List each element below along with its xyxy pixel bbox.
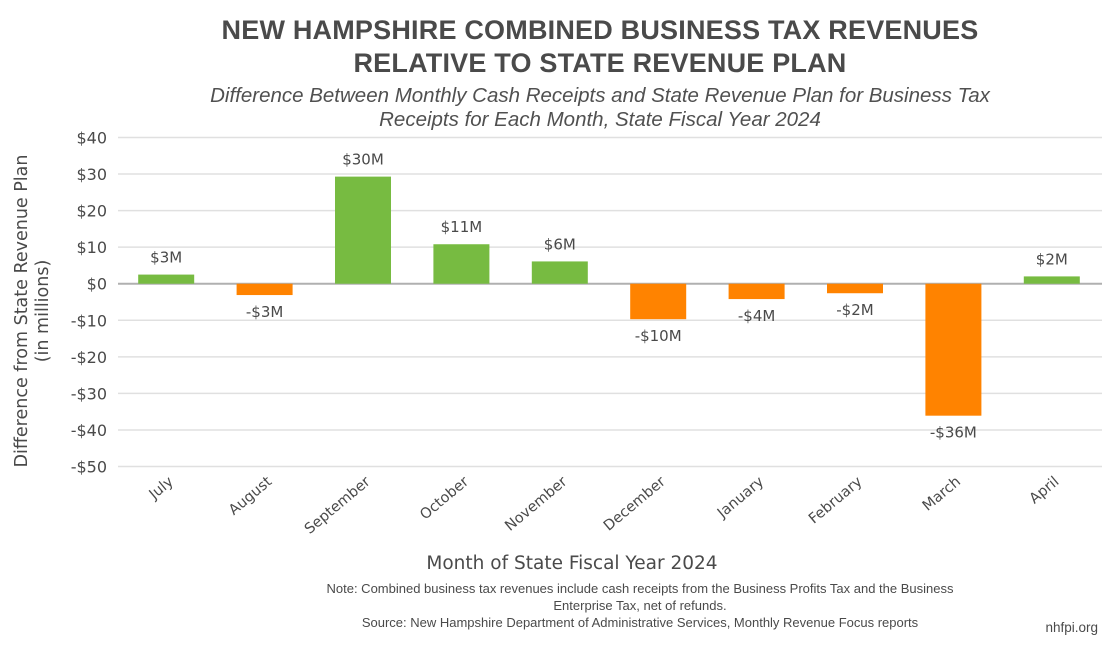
x-tick-label: November	[502, 474, 570, 535]
data-label: -$36M	[930, 424, 977, 442]
data-labels: $3M -$3M $30M $11M $6M -$10M -$4M -$2M -$36M $2M	[150, 151, 1068, 442]
y-tick-label: -$30	[71, 384, 107, 403]
y-tick-label: $40	[76, 129, 107, 148]
y-tick-label: -$10	[71, 311, 107, 330]
y-tick-label: -$40	[71, 421, 107, 440]
note-line: Note: Combined business tax revenues inc…	[326, 581, 954, 596]
data-label: $2M	[1036, 250, 1068, 268]
chart-subtitle: Difference Between Monthly Cash Receipts…	[0, 84, 1114, 132]
bar-january	[728, 283, 785, 300]
bar-december	[630, 283, 687, 320]
bar-april	[1023, 276, 1080, 284]
x-tick-label: December	[601, 474, 669, 535]
bar-february	[827, 283, 883, 294]
x-axis-ticks: July August September October November Decemb…	[146, 474, 1063, 538]
bar-march	[925, 283, 982, 416]
data-label: -$2M	[836, 301, 873, 319]
chart-title-line: NEW HAMPSHIRE COMBINED BUSINESS TAX REVE…	[221, 15, 979, 45]
x-tick-label: April	[1027, 474, 1063, 508]
data-label: $30M	[342, 151, 384, 169]
y-tick-label: $0	[87, 275, 107, 294]
data-label: -$4M	[738, 307, 775, 325]
data-label: -$3M	[246, 303, 283, 321]
y-tick-label: -$50	[71, 458, 107, 477]
bar-july	[138, 274, 195, 284]
chart-subtitle-line: Receipts for Each Month, State Fiscal Ye…	[379, 108, 821, 131]
y-axis-ticks: $40 $30 $20 $10 $0 -$10 -$20 -$30 -$40 -$50	[71, 129, 107, 477]
x-tick-label: September	[302, 474, 374, 538]
y-tick-label: -$20	[71, 348, 107, 367]
x-tick-label: August	[226, 474, 275, 519]
bar-august	[236, 283, 293, 296]
y-axis-title-units: (in millions)	[33, 260, 53, 363]
y-tick-label: $20	[76, 202, 107, 221]
bar-october	[433, 244, 490, 284]
note-line: Enterprise Tax, net of refunds.	[553, 598, 727, 613]
x-tick-label: July	[146, 474, 177, 504]
data-label: -$10M	[635, 327, 682, 345]
chart-subtitle-line: Difference Between Monthly Cash Receipts…	[210, 84, 990, 107]
x-tick-label: February	[806, 474, 866, 528]
data-label: $6M	[544, 235, 576, 253]
x-tick-label: October	[417, 474, 472, 524]
data-label: $11M	[441, 218, 483, 236]
site-credit: nhfpi.org	[1045, 620, 1098, 635]
source-line: Source: New Hampshire Department of Admi…	[361, 615, 919, 630]
y-axis-title: Difference from State Revenue Plan	[12, 155, 32, 468]
bar-november	[531, 261, 588, 284]
chart-note: Note: Combined business tax revenues inc…	[140, 580, 1114, 631]
bars	[138, 176, 1080, 416]
bar-september	[335, 176, 391, 284]
chart-title-line: RELATIVE TO STATE REVENUE PLAN	[353, 48, 847, 78]
chart-title: NEW HAMPSHIRE COMBINED BUSINESS TAX REVE…	[0, 14, 1114, 80]
x-tick-label: January	[714, 474, 767, 523]
y-tick-label: $10	[76, 238, 107, 257]
x-tick-label: March	[920, 474, 964, 515]
x-axis-title: Month of State Fiscal Year 2024	[426, 553, 717, 574]
y-tick-label: $30	[76, 165, 107, 184]
data-label: $3M	[150, 249, 182, 267]
